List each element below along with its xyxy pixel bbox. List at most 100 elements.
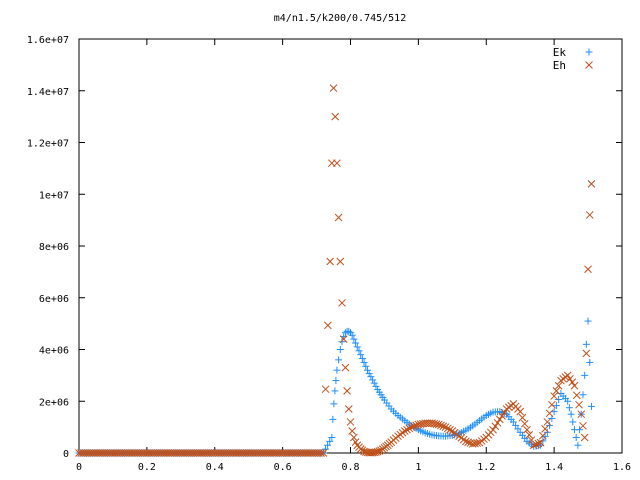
marker-d2 bbox=[550, 392, 558, 400]
ek-point bbox=[546, 421, 554, 429]
marker-d2 bbox=[527, 436, 536, 444]
eh-point bbox=[525, 431, 534, 439]
eh-point bbox=[414, 420, 423, 429]
marker-d2 bbox=[403, 425, 411, 434]
eh-point bbox=[523, 425, 531, 434]
marker-d2 bbox=[579, 421, 587, 430]
ek-point bbox=[345, 327, 353, 335]
y-tick-label: 1e+07 bbox=[39, 190, 69, 201]
ek-point bbox=[369, 376, 377, 384]
chart-title: m4/n1.5/k200/0.745/512 bbox=[274, 13, 406, 24]
eh-point bbox=[324, 321, 332, 330]
marker-d2 bbox=[548, 400, 556, 409]
marker-d2 bbox=[351, 438, 360, 446]
ek-point bbox=[370, 379, 378, 387]
eh-point bbox=[543, 418, 552, 426]
eh-point bbox=[348, 427, 357, 435]
marker-d2 bbox=[405, 424, 414, 433]
marker-d2 bbox=[498, 412, 506, 420]
marker-d2 bbox=[407, 423, 416, 431]
marker-d2 bbox=[464, 438, 473, 447]
marker-d2 bbox=[416, 420, 425, 428]
y-tick-label: 0 bbox=[63, 449, 69, 460]
marker-d2 bbox=[577, 410, 586, 419]
eh-point bbox=[532, 440, 540, 449]
marker-d2 bbox=[346, 418, 355, 426]
eh-point bbox=[518, 413, 527, 422]
eh-point bbox=[520, 419, 529, 428]
marker-d2 bbox=[532, 440, 540, 449]
marker-d2 bbox=[319, 449, 328, 457]
marker-d2 bbox=[541, 424, 549, 433]
eh-point bbox=[498, 412, 506, 420]
eh-point bbox=[439, 422, 448, 431]
ek-point bbox=[569, 418, 577, 426]
marker-d2 bbox=[518, 413, 527, 422]
y-tick-label: 1.6e+07 bbox=[27, 35, 69, 46]
marker-d2 bbox=[443, 424, 452, 433]
ek-point bbox=[555, 396, 563, 404]
marker-d2 bbox=[516, 407, 525, 416]
eh-point bbox=[548, 400, 556, 409]
ek-point bbox=[353, 343, 361, 351]
eh-point bbox=[338, 299, 346, 307]
eh-point bbox=[428, 419, 436, 428]
ek-point bbox=[576, 426, 584, 434]
y-tick-label: 2e+06 bbox=[39, 397, 69, 408]
eh-point bbox=[333, 159, 341, 168]
marker-d2 bbox=[367, 448, 375, 457]
y-tick-label: 8e+06 bbox=[39, 242, 69, 253]
marker-d2 bbox=[584, 265, 592, 274]
ek-point bbox=[572, 433, 580, 441]
marker-d2 bbox=[333, 159, 341, 168]
ek-point bbox=[574, 441, 582, 449]
marker-d2 bbox=[570, 381, 579, 390]
ek-point bbox=[362, 362, 370, 370]
ek-point bbox=[582, 340, 590, 348]
marker-d2 bbox=[566, 374, 574, 383]
marker-d2 bbox=[331, 112, 340, 121]
eh-point bbox=[329, 84, 338, 93]
ek-point bbox=[358, 355, 366, 363]
marker-d2 bbox=[568, 378, 577, 387]
marker-d2 bbox=[439, 422, 448, 431]
ek-point bbox=[357, 351, 365, 359]
marker-d2 bbox=[428, 419, 436, 428]
ek-point bbox=[360, 358, 368, 366]
marker-d2 bbox=[329, 84, 338, 93]
marker-d2 bbox=[324, 321, 332, 330]
eh-point bbox=[577, 410, 586, 419]
marker-d2 bbox=[412, 421, 420, 430]
ek-point bbox=[338, 338, 346, 346]
eh-point bbox=[405, 424, 414, 433]
ek-point bbox=[581, 371, 589, 379]
marker-d2 bbox=[534, 439, 543, 448]
eh-point bbox=[582, 349, 591, 358]
marker-d2 bbox=[368, 448, 377, 457]
eh-point bbox=[446, 425, 454, 434]
eh-point bbox=[572, 391, 581, 400]
eh-point bbox=[550, 392, 558, 400]
eh-point bbox=[580, 433, 589, 442]
marker-d2 bbox=[529, 441, 538, 450]
ek-point bbox=[330, 400, 338, 408]
eh-series bbox=[75, 84, 596, 457]
marker-d2 bbox=[409, 422, 418, 431]
x-tick-label: 0.4 bbox=[206, 462, 224, 473]
x-tick-label: 0.8 bbox=[341, 462, 359, 473]
marker-d2 bbox=[525, 431, 534, 439]
marker-d2 bbox=[495, 415, 504, 424]
eh-point bbox=[579, 421, 587, 430]
marker-d2 bbox=[563, 371, 572, 380]
marker-d2 bbox=[543, 418, 552, 426]
marker-d2 bbox=[334, 213, 343, 222]
ek-point bbox=[543, 428, 551, 436]
eh-point bbox=[464, 438, 473, 447]
marker-d2 bbox=[554, 381, 563, 390]
marker-d2 bbox=[575, 400, 583, 409]
eh-point bbox=[563, 371, 572, 380]
ek-point bbox=[541, 433, 549, 441]
ek-point bbox=[564, 397, 572, 405]
